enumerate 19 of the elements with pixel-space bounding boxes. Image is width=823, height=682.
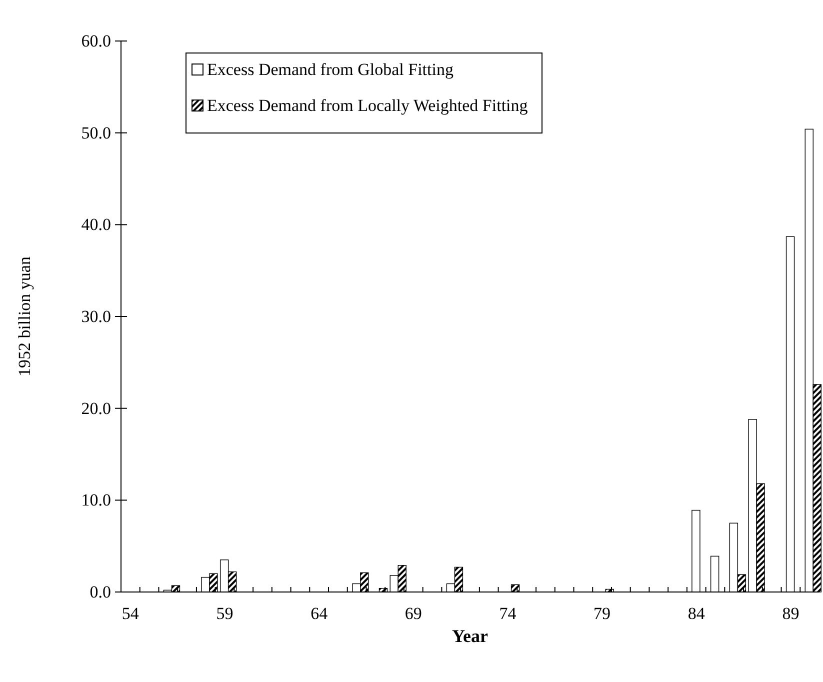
y-tick-label: 40.0 — [81, 215, 111, 234]
x-tick-label: 69 — [404, 604, 422, 623]
y-tick-label: 10.0 — [81, 490, 111, 510]
y-tick-label: 50.0 — [81, 123, 111, 142]
y-tick-label: 60.0 — [81, 31, 111, 50]
x-tick-label: 84 — [688, 604, 706, 623]
x-tick-label: 64 — [310, 604, 328, 623]
y-tick-label: 20.0 — [81, 398, 111, 418]
x-tick-label: 54 — [122, 604, 140, 623]
x-axis-title: Year — [452, 626, 488, 646]
legend-label: Excess Demand from Global Fitting — [207, 60, 454, 79]
x-tick-label: 79 — [594, 604, 611, 623]
x-tick-label: 89 — [782, 604, 800, 623]
y-tick-label: 30.0 — [81, 306, 111, 326]
y-axis-title: 1952 billion yuan — [15, 256, 34, 376]
legend-label: Excess Demand from Locally Weighted Fitting — [207, 96, 528, 115]
x-tick-label: 59 — [216, 604, 234, 623]
y-tick-label: 0.0 — [90, 582, 111, 602]
x-tick-label: 74 — [499, 604, 517, 623]
